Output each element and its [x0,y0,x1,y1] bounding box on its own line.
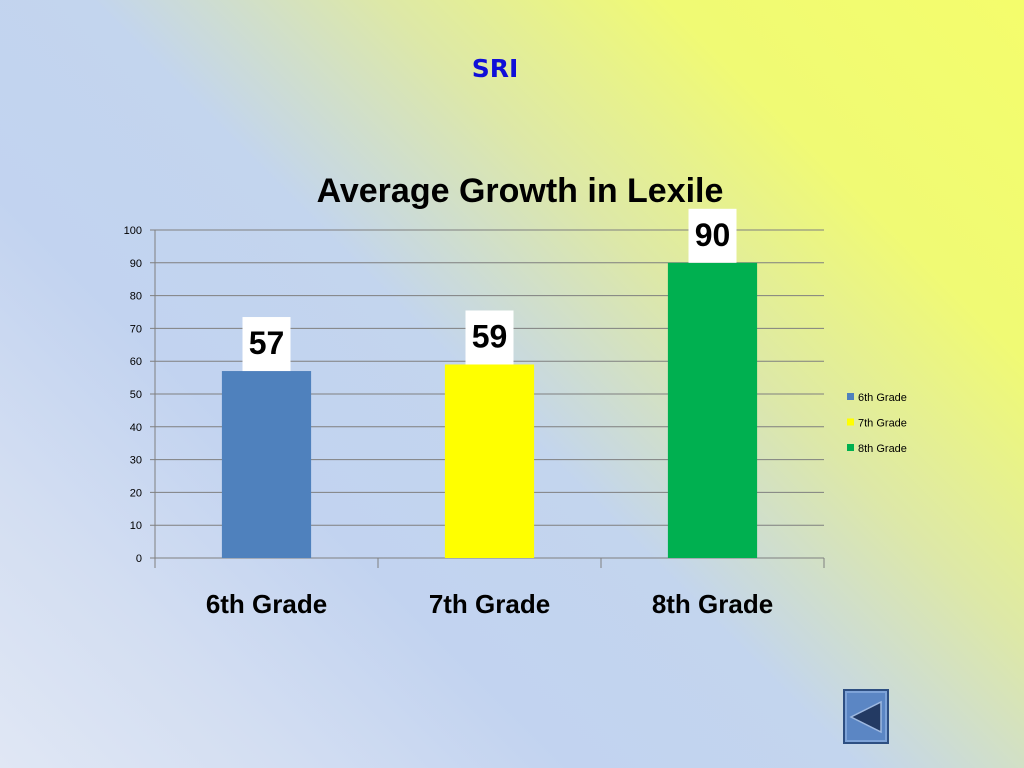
data-label-box [242,317,291,372]
bar-8th-grade [667,262,758,558]
data-label-text: 59 [472,318,508,354]
y-tick-label: 30 [130,455,142,467]
legend-label: 7th Grade [858,418,907,430]
bars [221,262,758,558]
back-button[interactable] [843,689,889,744]
legend: 6th Grade 7th Grade 8th Grade [847,392,907,455]
legend-item: 8th Grade [847,443,907,455]
data-label: 90 [688,208,737,263]
y-tick-label: 10 [130,520,142,532]
slide-title: SRI [471,54,519,83]
data-label: 59 [465,310,514,365]
legend-swatch [847,444,854,451]
y-tick-label: 100 [124,225,142,237]
legend-item: 6th Grade [847,392,907,404]
legend-swatch [847,393,854,400]
chart-title: Average Growth in Lexile [317,172,724,210]
x-tick-label: 8th Grade [652,589,773,619]
y-tick-label: 40 [130,422,142,434]
data-label-text: 57 [249,325,285,361]
data-labels: 57 59 90 [242,208,737,372]
left-triangle-icon [849,700,882,733]
y-tick-label: 80 [130,291,142,303]
y-tick-label: 70 [130,323,142,335]
x-tick-label: 7th Grade [429,589,550,619]
data-label-text: 90 [695,217,731,253]
legend-label: 8th Grade [858,443,907,455]
y-tick-label: 0 [136,553,142,565]
legend-label: 6th Grade [858,392,907,404]
x-axis-labels: 6th Grade 7th Grade 8th Grade [206,589,773,619]
legend-item: 7th Grade [847,418,907,430]
bar-6th-grade [221,371,312,558]
data-label: 57 [242,317,291,372]
bar-7th-grade [444,364,535,558]
data-label-box [688,208,737,263]
data-label-box [465,310,514,365]
legend-swatch [847,418,854,426]
y-axis-ticks: 0 10 20 30 40 50 60 70 80 90 100 [124,225,142,565]
y-tick-label: 90 [130,258,142,270]
x-tick-label: 6th Grade [206,589,327,619]
y-tick-label: 60 [130,356,142,368]
y-tick-label: 50 [130,389,142,401]
y-tick-label: 20 [130,487,142,499]
